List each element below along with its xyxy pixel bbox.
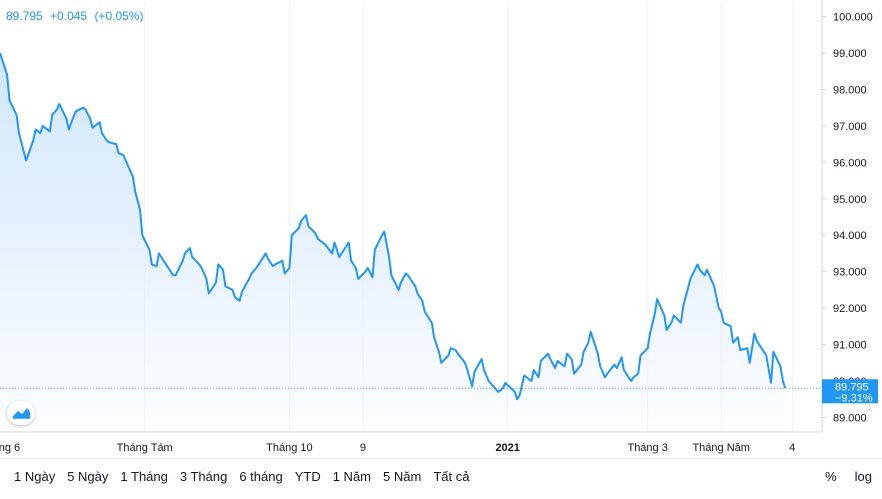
range-toolbar: 1 Ngày 5 Ngày 1 Tháng 3 Tháng 6 tháng YTD 1 Nă… bbox=[0, 458, 882, 495]
y-tick-label: 94.000 bbox=[833, 230, 867, 242]
range-button[interactable]: 1 Năm bbox=[332, 469, 372, 484]
legend-change: +0.045 bbox=[50, 9, 88, 23]
range-button[interactable]: YTD bbox=[294, 469, 321, 484]
range-button[interactable]: 6 tháng bbox=[239, 469, 283, 484]
y-tick-label: 93.000 bbox=[833, 267, 867, 279]
x-tick-label: 4 bbox=[789, 442, 795, 454]
scale-options: % log bbox=[807, 469, 872, 484]
x-tick-label: Tháng 3 bbox=[627, 442, 667, 454]
x-tick-label: Tháng Tám bbox=[117, 442, 173, 454]
x-tick-label: Tháng 10 bbox=[266, 442, 312, 454]
y-tick-label: 92.000 bbox=[833, 303, 867, 315]
range-button[interactable]: 5 Năm bbox=[383, 469, 422, 484]
percent-scale-button[interactable]: % bbox=[825, 469, 837, 484]
range-buttons: 1 Ngày 5 Ngày 1 Tháng 3 Tháng 6 tháng YTD 1 Nă… bbox=[8, 469, 475, 484]
range-button[interactable]: Tất cả bbox=[433, 469, 470, 484]
legend-price: 89.795 bbox=[6, 9, 43, 23]
range-button[interactable]: 1 Ngày bbox=[14, 469, 56, 484]
price-legend: 89.795 +0.045 (+0.05%) bbox=[6, 9, 147, 23]
price-area-fill bbox=[0, 53, 786, 432]
last-price-value: 89.795 bbox=[835, 381, 869, 393]
y-tick-label: 91.000 bbox=[833, 340, 867, 352]
x-tick-label: Tháng 6 bbox=[0, 442, 20, 454]
range-button[interactable]: 5 Ngày bbox=[67, 469, 109, 484]
y-tick-label: 98.000 bbox=[833, 84, 867, 96]
range-button[interactable]: 3 Tháng bbox=[179, 469, 228, 484]
y-tick-label: 99.000 bbox=[833, 48, 867, 60]
last-price-percent: −9.31% bbox=[835, 392, 873, 404]
x-tick-label: 9 bbox=[360, 442, 366, 454]
x-tick-label: 2021 bbox=[495, 442, 519, 454]
y-tick-label: 96.000 bbox=[833, 157, 867, 169]
logo-glyph bbox=[13, 408, 30, 419]
y-tick-label: 97.000 bbox=[833, 121, 867, 133]
range-button[interactable]: 1 Tháng bbox=[120, 469, 168, 484]
y-tick-label: 89.000 bbox=[833, 412, 867, 424]
price-line bbox=[0, 52, 787, 401]
log-scale-button[interactable]: log bbox=[854, 469, 872, 484]
last-price-tag bbox=[822, 379, 878, 404]
x-tick-label: Tháng Năm bbox=[692, 442, 749, 454]
legend-change-percent: (+0.05%) bbox=[94, 9, 144, 23]
y-tick-label: 100.000 bbox=[833, 12, 873, 24]
tradingview-cloud-logo-icon[interactable] bbox=[7, 401, 35, 425]
y-tick-label: 95.000 bbox=[833, 194, 867, 206]
